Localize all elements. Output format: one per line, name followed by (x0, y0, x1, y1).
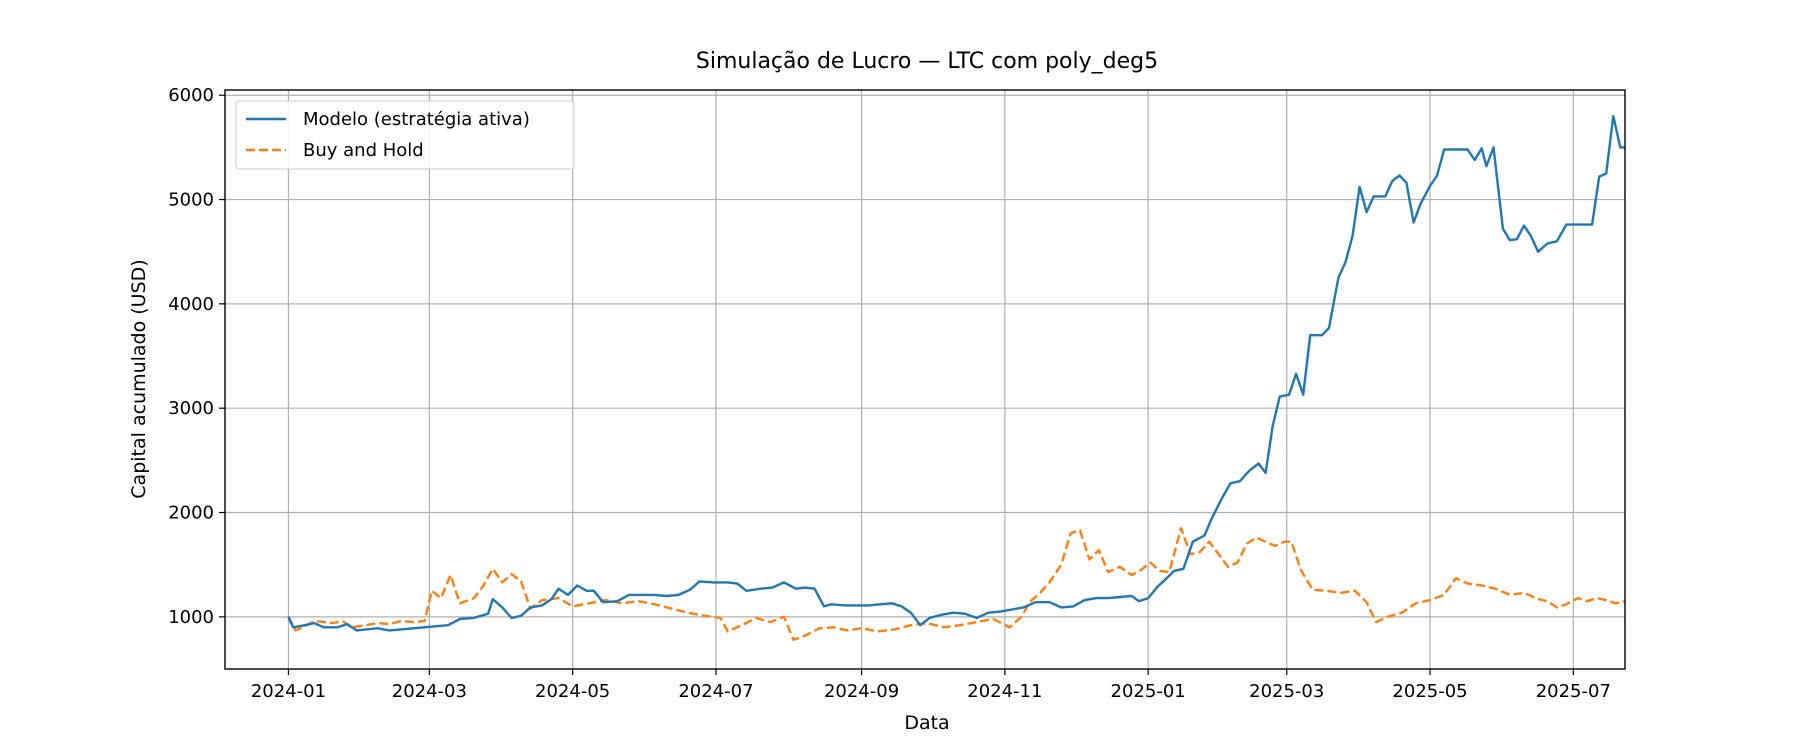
legend-label-model: Modelo (estratégia ativa) (303, 109, 530, 130)
x-tick-label: 2024-09 (824, 681, 899, 702)
chart-title: Simulação de Lucro — LTC com poly_deg5 (696, 49, 1158, 74)
x-tick-label: 2025-01 (1111, 681, 1186, 702)
y-axis-label: Capital acumulado (USD) (128, 259, 150, 498)
y-tick-label: 6000 (168, 85, 214, 106)
x-axis: 2024-01 2024-03 2024-05 2024-07 2024-09 2024-… (251, 669, 1611, 702)
x-tick-label: 2024-03 (392, 681, 467, 702)
legend-label-buy-and-hold: Buy and Hold (303, 140, 424, 161)
plot-area (287, 114, 1626, 641)
y-tick-label: 2000 (168, 503, 214, 524)
plot-frame (224, 89, 1626, 670)
y-tick-label: 3000 (168, 398, 214, 419)
legend: Modelo (estratégia ativa) Buy and Hold (235, 100, 575, 170)
x-tick-label: 2025-05 (1392, 681, 1467, 702)
x-tick-label: 2024-07 (678, 681, 753, 702)
y-tick-label: 5000 (168, 190, 214, 211)
x-tick-label: 2025-03 (1249, 681, 1324, 702)
legend-box (235, 100, 575, 170)
y-tick-label: 4000 (168, 294, 214, 315)
x-tick-label: 2025-07 (1536, 681, 1611, 702)
y-tick-label: 1000 (168, 607, 214, 628)
x-tick-label: 2024-11 (967, 681, 1042, 702)
series-line-buy-and-hold (287, 527, 1626, 641)
x-tick-label: 2024-01 (251, 681, 326, 702)
x-axis-label: Data (904, 712, 949, 734)
x-tick-label: 2024-05 (535, 681, 610, 702)
series-line-model (287, 114, 1625, 632)
y-axis: 1000 2000 3000 4000 5000 6000 (168, 85, 225, 628)
grid (225, 90, 1625, 669)
